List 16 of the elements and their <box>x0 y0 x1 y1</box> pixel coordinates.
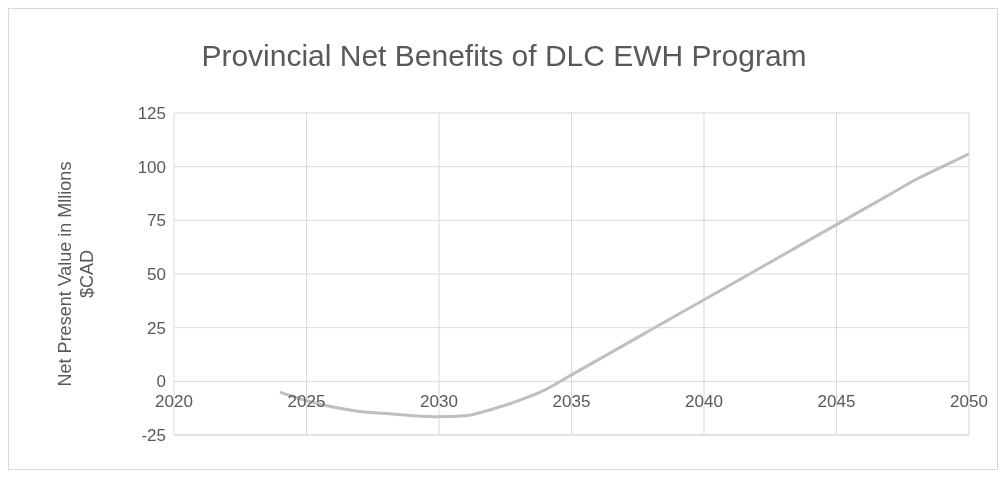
chart-title: Provincial Net Benefits of DLC EWH Program <box>200 39 808 73</box>
y-tick-label: 100 <box>137 157 166 177</box>
y-tick-label: 50 <box>147 265 166 285</box>
x-tick-label: 2040 <box>685 392 723 412</box>
y-axis-title: Net Present Value in Mllions $CAD <box>55 161 97 387</box>
y-tick-label: 0 <box>156 372 166 392</box>
x-tick-label: 2035 <box>552 392 591 412</box>
x-tick-label: 2030 <box>420 392 458 412</box>
y-tick-label: 75 <box>147 211 166 231</box>
y-tick-label: 125 <box>137 104 166 124</box>
y-tick-label: -25 <box>141 426 166 446</box>
x-tick-label: 2020 <box>155 392 193 412</box>
x-tick-label: 2025 <box>287 392 326 412</box>
y-tick-label: 25 <box>147 318 166 338</box>
x-tick-label: 2045 <box>817 392 856 412</box>
x-tick-label: 2050 <box>950 392 988 412</box>
